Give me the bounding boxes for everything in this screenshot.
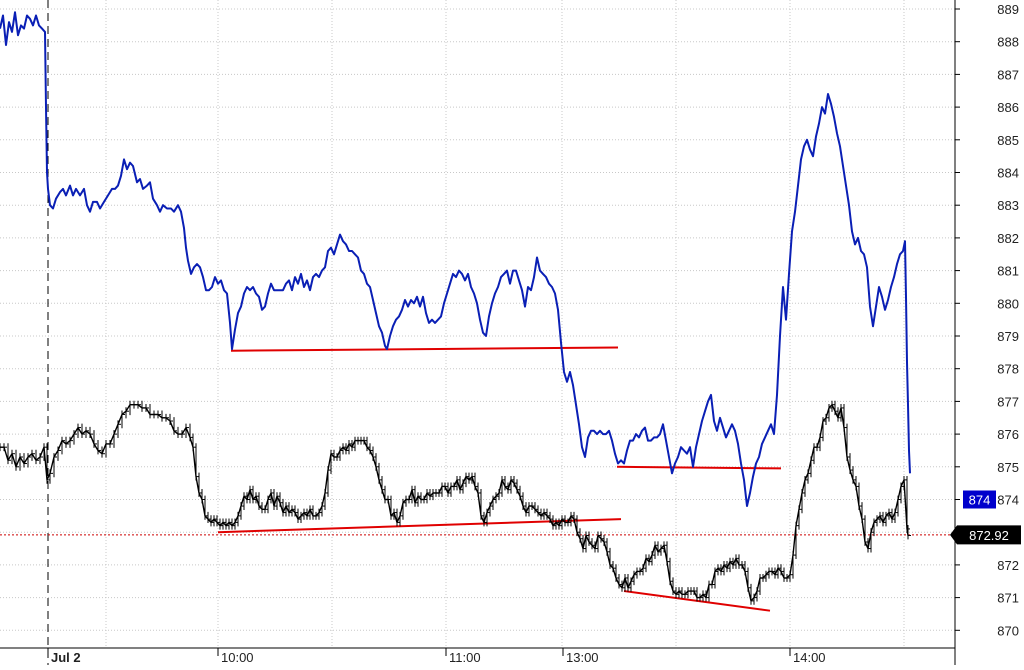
- y-tick-label: 883: [997, 198, 1019, 213]
- x-tick-label: 14:00: [793, 650, 826, 665]
- trendline: [230, 346, 619, 352]
- series-group: [0, 11, 911, 605]
- y-tick-label: 879: [997, 329, 1019, 344]
- series-line-1: [0, 11, 911, 507]
- y-tick-label: 876: [997, 427, 1019, 442]
- price-badges: 874 872.92: [950, 490, 1021, 545]
- x-tick-label: Jul 2: [51, 650, 81, 665]
- y-tick-label: 889: [997, 2, 1019, 17]
- y-tick-label: 884: [997, 166, 1019, 181]
- price-badge-label: 874: [969, 493, 991, 508]
- price-badge-bg: [950, 525, 1021, 545]
- trendline: [616, 465, 782, 470]
- gridlines: [0, 0, 955, 665]
- x-tick-label: 10:00: [221, 650, 254, 665]
- x-tick-label: 13:00: [566, 650, 599, 665]
- y-tick-label: 874: [997, 493, 1019, 508]
- trendline: [217, 518, 622, 534]
- y-tick-label: 871: [997, 591, 1019, 606]
- y-tick-label: 886: [997, 100, 1019, 115]
- y-tick-label: 872: [997, 558, 1019, 573]
- x-tick-label: 11:00: [449, 650, 481, 665]
- y-tick-label: 880: [997, 296, 1019, 311]
- y-tick-label: 882: [997, 231, 1019, 246]
- y-tick-label: 875: [997, 460, 1019, 475]
- y-tick-label: 881: [997, 264, 1019, 279]
- y-tick-label: 870: [997, 623, 1019, 638]
- y-tick-label: 888: [997, 35, 1019, 50]
- price-badge-label: 872.92: [969, 528, 1009, 543]
- y-tick-label: 887: [997, 67, 1019, 82]
- trendlines: [217, 346, 782, 612]
- y-tick-label: 878: [997, 362, 1019, 377]
- y-tick-label: 885: [997, 133, 1019, 148]
- price-badge-bg: [963, 490, 996, 509]
- y-tick-label: 877: [997, 394, 1019, 409]
